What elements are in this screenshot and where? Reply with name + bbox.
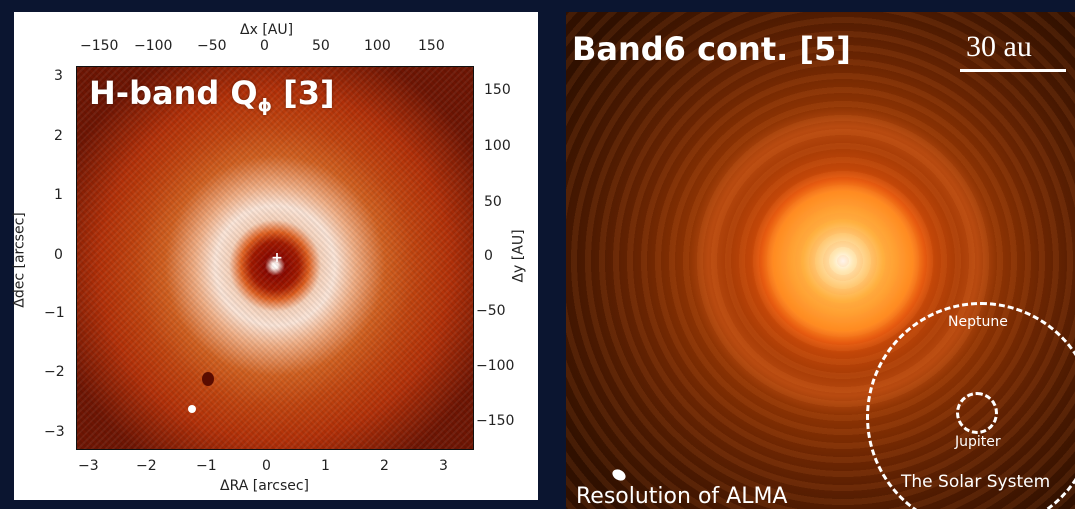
bottom-tick: 2 [380, 458, 389, 474]
neptune-label: Neptune [948, 314, 1008, 330]
left-tick: 1 [54, 187, 63, 203]
top-tick: −100 [134, 38, 173, 54]
top-axis-title: Δx [AU] [240, 22, 294, 38]
jupiter-orbit-circle [956, 392, 998, 434]
right-tick: −150 [476, 413, 515, 429]
right-tick: 150 [484, 82, 511, 98]
right-tick: −100 [476, 358, 515, 374]
left-tick: 0 [54, 247, 63, 263]
left-tick: 3 [54, 68, 63, 84]
plot-frame [76, 66, 474, 450]
solar-system-label: The Solar System [901, 472, 1051, 492]
left-tick: −3 [44, 424, 65, 440]
jupiter-label: Jupiter [955, 434, 1001, 450]
neptune-orbit-circle [866, 302, 1075, 509]
bottom-axis-title: ΔRA [arcsec] [220, 478, 310, 494]
top-strip [0, 0, 1075, 12]
bottom-tick: −3 [78, 458, 99, 474]
bottom-tick: 1 [321, 458, 330, 474]
scale-bar-label: 30 au [966, 30, 1032, 63]
left-tick: −2 [44, 364, 65, 380]
h-band-disk-image: + [76, 66, 474, 450]
dark-spot [202, 372, 214, 386]
top-tick: 150 [418, 38, 445, 54]
bottom-tick: 0 [262, 458, 271, 474]
right-axis-title: Δy [AU] [510, 229, 527, 283]
top-tick: 50 [312, 38, 330, 54]
bottom-tick: −1 [196, 458, 217, 474]
bright-spot [188, 405, 196, 413]
center-marker: + [271, 250, 283, 266]
top-tick: −150 [80, 38, 119, 54]
h-band-label: H-band Qϕ [3] [89, 74, 335, 117]
left-tick: 2 [54, 128, 63, 144]
band6-image-panel: Band6 cont. [5] 30 au Resolution of ALMA… [566, 12, 1075, 509]
right-tick: −50 [476, 303, 506, 319]
left-axis-title: Δdec [arcsec] [11, 212, 28, 308]
resolution-label: Resolution of ALMA [576, 484, 788, 509]
right-tick: 100 [484, 138, 511, 154]
top-tick: 0 [260, 38, 269, 54]
band6-label: Band6 cont. [5] [572, 30, 851, 68]
top-tick: 100 [364, 38, 391, 54]
bottom-tick: −2 [136, 458, 157, 474]
right-tick: 0 [484, 248, 493, 264]
scale-bar [960, 69, 1066, 72]
left-tick: −1 [44, 305, 65, 321]
bottom-tick: 3 [439, 458, 448, 474]
right-tick: 50 [484, 194, 502, 210]
top-tick: −50 [197, 38, 227, 54]
h-band-image-panel: + H-band Qϕ [3] Δx [AU] −150 −100 −50 0 … [11, 12, 538, 500]
